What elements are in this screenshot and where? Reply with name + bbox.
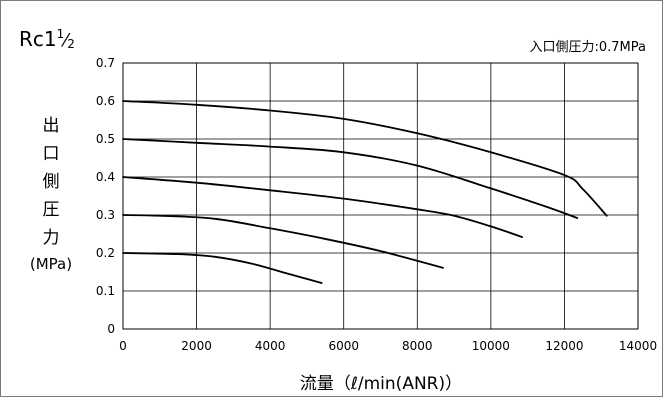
y-tick-label-6: 0.6 bbox=[96, 94, 115, 108]
series-line-0 bbox=[122, 100, 608, 217]
chart-title-numerator: 1 bbox=[57, 27, 65, 41]
x-tick-label-5: 10000 bbox=[472, 339, 510, 353]
x-tick-label-7: 14000 bbox=[619, 339, 657, 353]
chart-title-slash: ⁄ bbox=[60, 30, 71, 51]
y-tick-label-3: 0.3 bbox=[96, 208, 115, 222]
y-tick-label-1: 0.1 bbox=[96, 284, 115, 298]
x-tick-label-2: 4000 bbox=[255, 339, 286, 353]
chart-title-denominator: 2 bbox=[67, 37, 75, 51]
series-line-4 bbox=[122, 252, 323, 284]
chart-title-main: Rc1 bbox=[19, 27, 57, 51]
y-axis-label-part-3: 圧 bbox=[43, 200, 60, 220]
chart-title: Rc11⁄2 bbox=[19, 27, 75, 51]
x-tick-label-0: 0 bbox=[119, 339, 127, 353]
y-axis-label-part-1: 口 bbox=[43, 144, 60, 164]
x-tick-label-4: 8000 bbox=[402, 339, 433, 353]
series-layer bbox=[122, 100, 608, 284]
x-axis-label: 流量（ℓ/min(ANR)） bbox=[300, 374, 462, 394]
plot-area-border bbox=[122, 62, 639, 330]
y-axis-label-part-2: 側 bbox=[43, 172, 60, 192]
axis-layer: 0 2000 4000 6000 8000 10000 12000 14000 0 0.1 0.2 0… bbox=[96, 56, 657, 353]
series-line-2 bbox=[122, 176, 524, 238]
x-tick-label-3: 6000 bbox=[328, 339, 359, 353]
y-tick-label-7: 0.7 bbox=[96, 56, 115, 70]
y-tick-label-0: 0 bbox=[107, 322, 115, 336]
text-layer: Rc11⁄2 入口側圧力:0.7MPa 流量（ℓ/min(ANR)） 出口側圧力… bbox=[19, 27, 646, 394]
y-tick-label-4: 0.4 bbox=[96, 170, 115, 184]
y-tick-label-2: 0.2 bbox=[96, 246, 115, 260]
series-line-1 bbox=[122, 138, 579, 219]
y-axis-label-part-5: (MPa) bbox=[30, 255, 72, 273]
y-axis-label-part-0: 出 bbox=[43, 116, 60, 136]
inlet-pressure-annotation: 入口側圧力:0.7MPa bbox=[530, 40, 647, 55]
x-tick-label-6: 12000 bbox=[545, 339, 583, 353]
grid-layer bbox=[122, 62, 639, 330]
y-axis-label-part-4: 力 bbox=[43, 228, 60, 248]
x-tick-label-1: 2000 bbox=[181, 339, 212, 353]
series-line-3 bbox=[122, 214, 444, 269]
y-tick-label-5: 0.5 bbox=[96, 132, 115, 146]
